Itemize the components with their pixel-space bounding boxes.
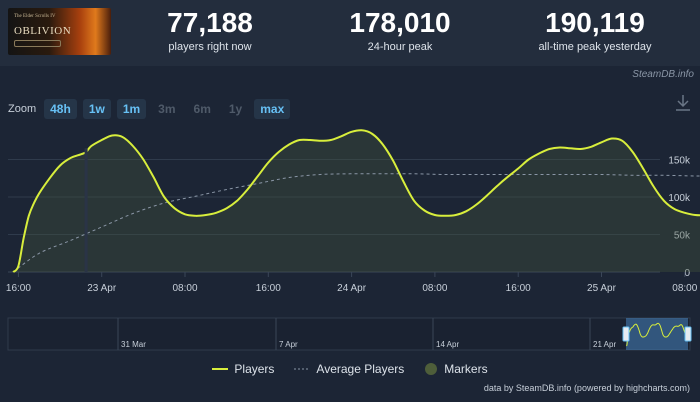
stat-label: players right now <box>168 41 252 53</box>
stat-label: 24-hour peak <box>367 41 433 53</box>
average-legend-icon <box>294 368 311 370</box>
navigator-left-handle[interactable] <box>622 326 630 342</box>
zoom-1w-button[interactable]: 1w <box>82 99 111 119</box>
chart-credit[interactable]: data by SteamDB.info (powered by highcha… <box>483 383 690 393</box>
navigator-right-handle[interactable] <box>684 326 692 342</box>
x-tick-label: 25 Apr <box>587 283 617 294</box>
logo-subtitle: The Elder Scrolls IV <box>14 14 56 19</box>
legend-item-players[interactable]: Players <box>212 362 274 376</box>
y-tick-label: 0 <box>684 268 690 279</box>
logo-ribbon <box>14 40 61 47</box>
zoom-3m-button[interactable]: 3m <box>158 102 176 116</box>
markers-legend-icon <box>425 363 438 375</box>
download-icon[interactable] <box>675 94 691 112</box>
stat-value: 77,188 <box>167 7 253 38</box>
x-tick-label: 08:00 <box>422 283 447 294</box>
x-tick-label: 23 Apr <box>87 283 117 294</box>
stat-value: 190,119 <box>545 7 645 38</box>
stat-all-time-peak: 190,119 all-time peak yesterday <box>515 6 675 54</box>
navigator-series-line <box>626 322 691 347</box>
markers-area <box>13 130 700 272</box>
legend-label-players: Players <box>234 362 275 376</box>
legend-item-markers[interactable]: Markers <box>424 362 488 376</box>
x-tick-label: 08:00 <box>172 283 197 294</box>
navigator-background <box>7 317 691 351</box>
zoom-controls: Zoom 48h 1w 1m 3m 6m 1y max <box>8 97 291 121</box>
header-bar: The Elder Scrolls IV OBLIVION 77,188 pla… <box>0 0 700 66</box>
navigator-label: 7 Apr <box>279 340 298 349</box>
series-players-line[interactable] <box>12 129 700 273</box>
navigator-label: 14 Apr <box>436 340 459 349</box>
stat-24h-peak: 178,010 24-hour peak <box>330 6 470 54</box>
legend-item-average[interactable]: Average Players <box>294 362 404 376</box>
zoom-1m-button[interactable]: 1m <box>116 99 147 119</box>
stat-label: all-time peak yesterday <box>538 41 652 53</box>
x-tick-label: 16:00 <box>6 283 31 294</box>
chart-legend: Players Average Players Markers <box>0 362 700 376</box>
range-navigator[interactable]: 31 Mar 7 Apr 14 Apr 21 Apr <box>7 317 692 351</box>
x-tick-label: 24 Apr <box>337 283 367 294</box>
x-tick-label: 16:00 <box>506 283 531 294</box>
zoom-48h-button[interactable]: 48h <box>44 99 77 119</box>
navigator-selection[interactable] <box>626 318 688 350</box>
x-tick-label: 16:00 <box>256 283 281 294</box>
game-logo[interactable]: The Elder Scrolls IV OBLIVION <box>8 8 111 55</box>
navigator-label: 21 Apr <box>593 340 616 349</box>
steamdb-credit[interactable]: SteamDB.info <box>632 69 694 80</box>
zoom-1y-button[interactable]: 1y <box>228 102 243 116</box>
logo-title: OBLIVION <box>14 25 72 37</box>
zoom-6m-button[interactable]: 6m <box>193 102 211 116</box>
legend-label-markers: Markers <box>444 362 488 376</box>
y-tick-label: 100k <box>668 193 691 204</box>
legend-label-average: Average Players <box>316 362 405 376</box>
series-average-players-line <box>12 173 700 273</box>
y-tick-label: 50k <box>674 231 691 242</box>
y-tick-label: 150k <box>668 156 691 167</box>
x-tick-label: 08:00 <box>672 283 697 294</box>
stat-current-players: 77,188 players right now <box>145 6 275 54</box>
zoom-max-button[interactable]: max <box>254 99 291 119</box>
stat-value: 178,010 <box>349 7 451 38</box>
zoom-label: Zoom <box>8 103 37 115</box>
navigator-label: 31 Mar <box>121 340 146 349</box>
players-legend-icon <box>212 368 229 370</box>
player-count-chart[interactable]: 0 50k 100k 150k 16:00 23 Apr 08:00 16:00 24 Apr… <box>0 122 700 354</box>
